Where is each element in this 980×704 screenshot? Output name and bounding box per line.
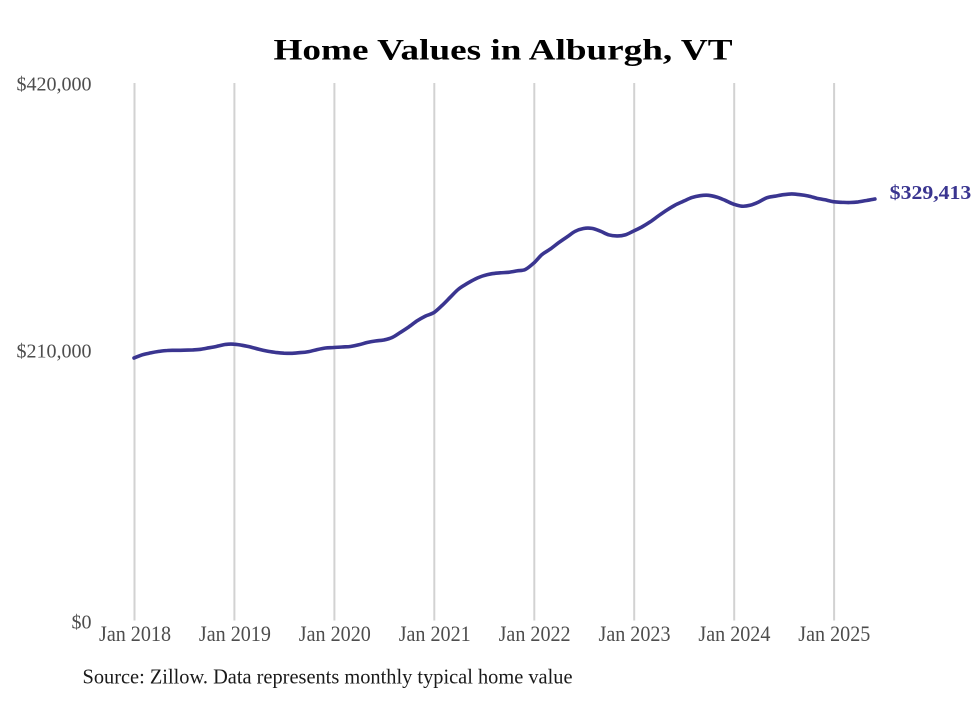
svg-text:Jan 2021: Jan 2021 [399, 621, 471, 646]
svg-text:Home Values in Alburgh, VT: Home Values in Alburgh, VT [274, 35, 733, 67]
svg-text:Jan 2018: Jan 2018 [99, 621, 171, 646]
svg-text:Jan 2022: Jan 2022 [499, 621, 571, 646]
svg-text:$420,000: $420,000 [17, 74, 92, 96]
svg-text:Jan 2024: Jan 2024 [698, 621, 770, 646]
svg-text:Jan 2019: Jan 2019 [199, 621, 271, 646]
svg-text:$210,000: $210,000 [17, 341, 92, 363]
svg-text:Jan 2023: Jan 2023 [599, 621, 671, 646]
svg-text:Jan 2020: Jan 2020 [299, 621, 371, 646]
svg-text:Source: Zillow. Data represent: Source: Zillow. Data represents monthly … [83, 665, 573, 689]
svg-text:Jan 2025: Jan 2025 [798, 621, 870, 646]
svg-text:$329,413: $329,413 [890, 182, 972, 204]
svg-text:$0: $0 [72, 612, 92, 634]
